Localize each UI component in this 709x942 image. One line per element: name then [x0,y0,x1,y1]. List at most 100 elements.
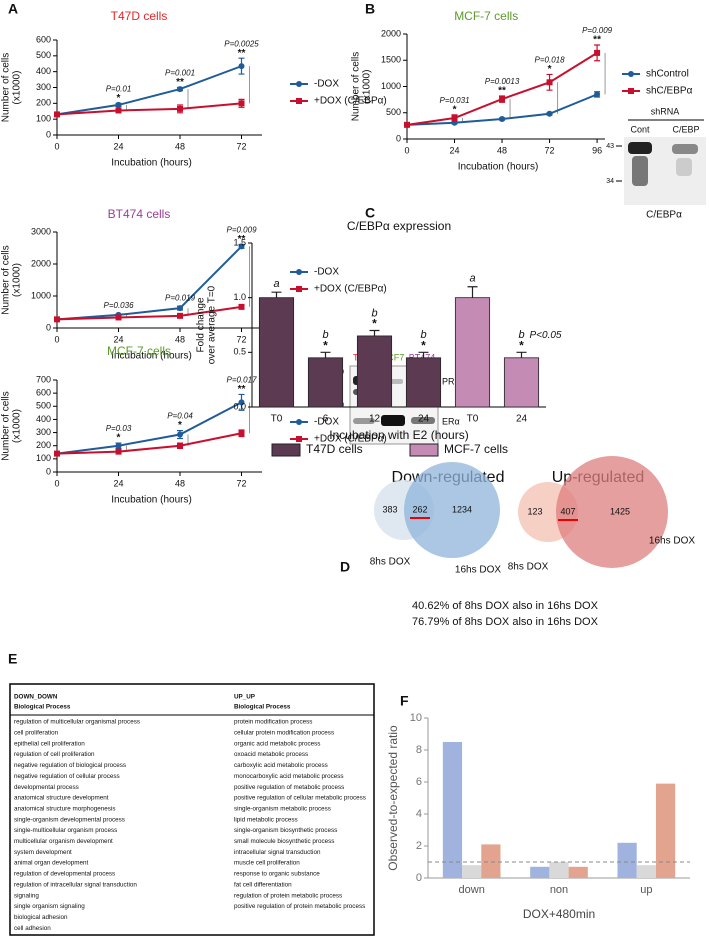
y-tick-label: 100 [36,453,51,463]
blot-b: shRNA Cont C/EBP 43 34 C/EBPα [606,106,706,221]
band [632,156,648,186]
table-cell: regulation of multicellular organismal p… [14,719,140,726]
legend-marker [296,419,302,425]
table-cell: regulation of intracellular signal trans… [14,881,137,888]
panel-label: B [365,1,375,17]
x-tick-label: 0 [404,145,409,155]
y-axis-label: Number of cells [1,53,12,122]
venn-set-label: 16hs DOX [455,565,501,576]
table-cell: response to organic substance [234,871,320,878]
marker [177,312,183,319]
bar [356,335,393,408]
bar [503,357,540,408]
lane-label: BT474 [409,352,436,362]
p-value: P=0.0025 [224,39,259,48]
p-value: P=0.009 [582,26,613,35]
panel-label: A [8,1,18,17]
legend-marker [296,269,302,275]
significance-stars: * [372,317,377,331]
band [411,417,435,424]
table-header: Biological Process [14,704,71,711]
table-cell: system development [14,849,72,856]
band [381,415,405,426]
table-cell: epithelial cell proliferation [14,740,85,747]
x-axis-label: Incubation (hours) [458,162,539,173]
legend-label: -DOX [314,79,339,90]
panel-label: D [340,559,350,575]
group-letter: b [420,329,426,341]
venn-circle [404,462,500,558]
legend-label: +DOX (C/EBPα) [314,434,387,445]
marker [177,86,183,93]
series-line [56,102,242,116]
band-label: PR [442,376,455,386]
p-value: P=0.031 [440,96,470,105]
series-line [56,305,242,321]
table-border [9,683,375,936]
band [628,142,652,154]
table-cell: anatomical structure development [14,795,109,802]
series-line [56,65,242,116]
y-axis-label: Number of cells [1,391,12,460]
x-tick-label: T0 [271,414,283,425]
venn-count: 407 [560,506,575,516]
x-tick-label: non [550,884,568,896]
chart-title: MCF-7 cells [107,344,171,358]
marker [177,442,183,449]
table-cell: single-organism metabolic process [234,805,331,812]
x-tick-label: 6 [323,414,329,425]
legend-marker [628,71,634,77]
error-bar [369,329,380,336]
x-tick-label: 72 [236,141,246,151]
venn-set-label: 8hs DOX [370,557,411,568]
table-cell: organic acid metabolic process [234,740,320,747]
significance-stars: * [421,339,426,353]
chart-title: T47D cells [111,9,168,23]
table-cell: positive regulation of cellular metaboli… [234,795,366,802]
legend-marker [296,81,302,87]
venn-diagrams: Down-regulated 383 262 1234 8hs DOX 16hs… [370,456,695,628]
venn-set-label: 16hs DOX [649,536,695,547]
venn-count: 262 [412,504,427,514]
p-value: P=0.019 [165,293,196,302]
venn-count: 383 [382,504,397,514]
chart-title: BT474 cells [108,207,171,221]
x-tick-label: 24 [113,478,123,488]
go-table: DOWN_DOWN Biological Process UP_UP Biolo… [9,683,375,936]
y-tick-label: 2000 [381,28,401,38]
bar [549,862,569,878]
venn-note: 40.62% of 8hs DOX also in 16hs DOX [412,600,599,612]
x-axis-label: Incubation (hours) [111,351,192,362]
significance-stars: ** [238,384,246,395]
venn-count: 1425 [610,506,630,516]
marker [594,49,601,56]
venn-count: 1234 [452,504,472,514]
marker [546,110,553,117]
error-bar [418,351,429,358]
y-tick-label: 0.0 [233,401,246,411]
y-tick-label: 0 [396,133,401,143]
marker [238,100,245,107]
blot-header: shRNA [651,106,680,116]
bar [655,783,676,878]
y-tick-label: 6 [416,776,422,788]
table-cell: negative regulation of cellular process [14,773,120,780]
y-tick-label: 2 [416,840,422,852]
x-tick-label: 48 [175,334,185,344]
table-cell: developmental process [14,784,79,791]
y-tick-label: 400 [36,66,51,76]
y-tick-label: 100 [36,114,51,124]
y-tick-label: 0 [416,872,422,884]
bar [258,297,295,408]
table-cell: animal organ development [14,860,88,867]
group-letter: b [322,329,328,341]
table-cell: lipid metabolic process [234,816,298,823]
band-label: ERα [442,416,460,426]
marker [451,115,458,121]
bar [636,865,656,878]
table-cell: intracellular signal transduction [234,849,321,856]
marker [499,96,506,103]
marker [238,303,245,310]
p-value: P=0.0013 [485,77,520,86]
panel-label: F [400,693,409,709]
